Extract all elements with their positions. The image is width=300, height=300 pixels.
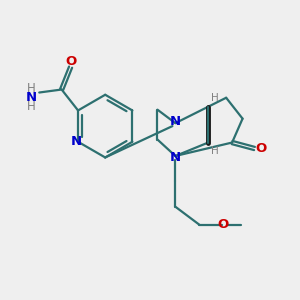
Text: O: O: [65, 55, 76, 68]
Text: N: N: [170, 115, 181, 128]
Text: H: H: [26, 82, 35, 95]
Text: N: N: [25, 92, 36, 104]
Text: H: H: [26, 100, 35, 113]
Text: H: H: [211, 93, 219, 103]
Text: N: N: [170, 151, 181, 164]
Text: N: N: [71, 135, 82, 148]
Text: H: H: [211, 146, 219, 156]
Text: O: O: [218, 218, 229, 231]
Text: O: O: [256, 142, 267, 155]
